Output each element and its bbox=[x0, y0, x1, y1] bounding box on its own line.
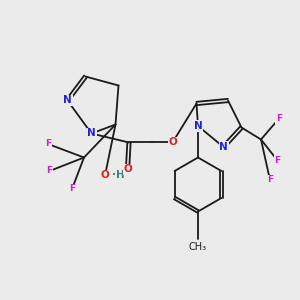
Text: N: N bbox=[63, 95, 72, 106]
Text: F: F bbox=[267, 176, 273, 184]
Text: N: N bbox=[87, 128, 96, 139]
Text: N: N bbox=[219, 142, 228, 152]
Text: O: O bbox=[123, 164, 132, 175]
Text: F: F bbox=[45, 140, 51, 148]
Text: O: O bbox=[100, 170, 109, 181]
Text: N: N bbox=[194, 121, 202, 131]
Text: F: F bbox=[276, 114, 282, 123]
Text: F: F bbox=[69, 184, 75, 194]
Text: O: O bbox=[168, 137, 177, 148]
Text: F: F bbox=[46, 167, 52, 176]
Text: CH₃: CH₃ bbox=[189, 242, 207, 252]
Text: ·H: ·H bbox=[112, 170, 125, 181]
Text: F: F bbox=[274, 156, 280, 165]
